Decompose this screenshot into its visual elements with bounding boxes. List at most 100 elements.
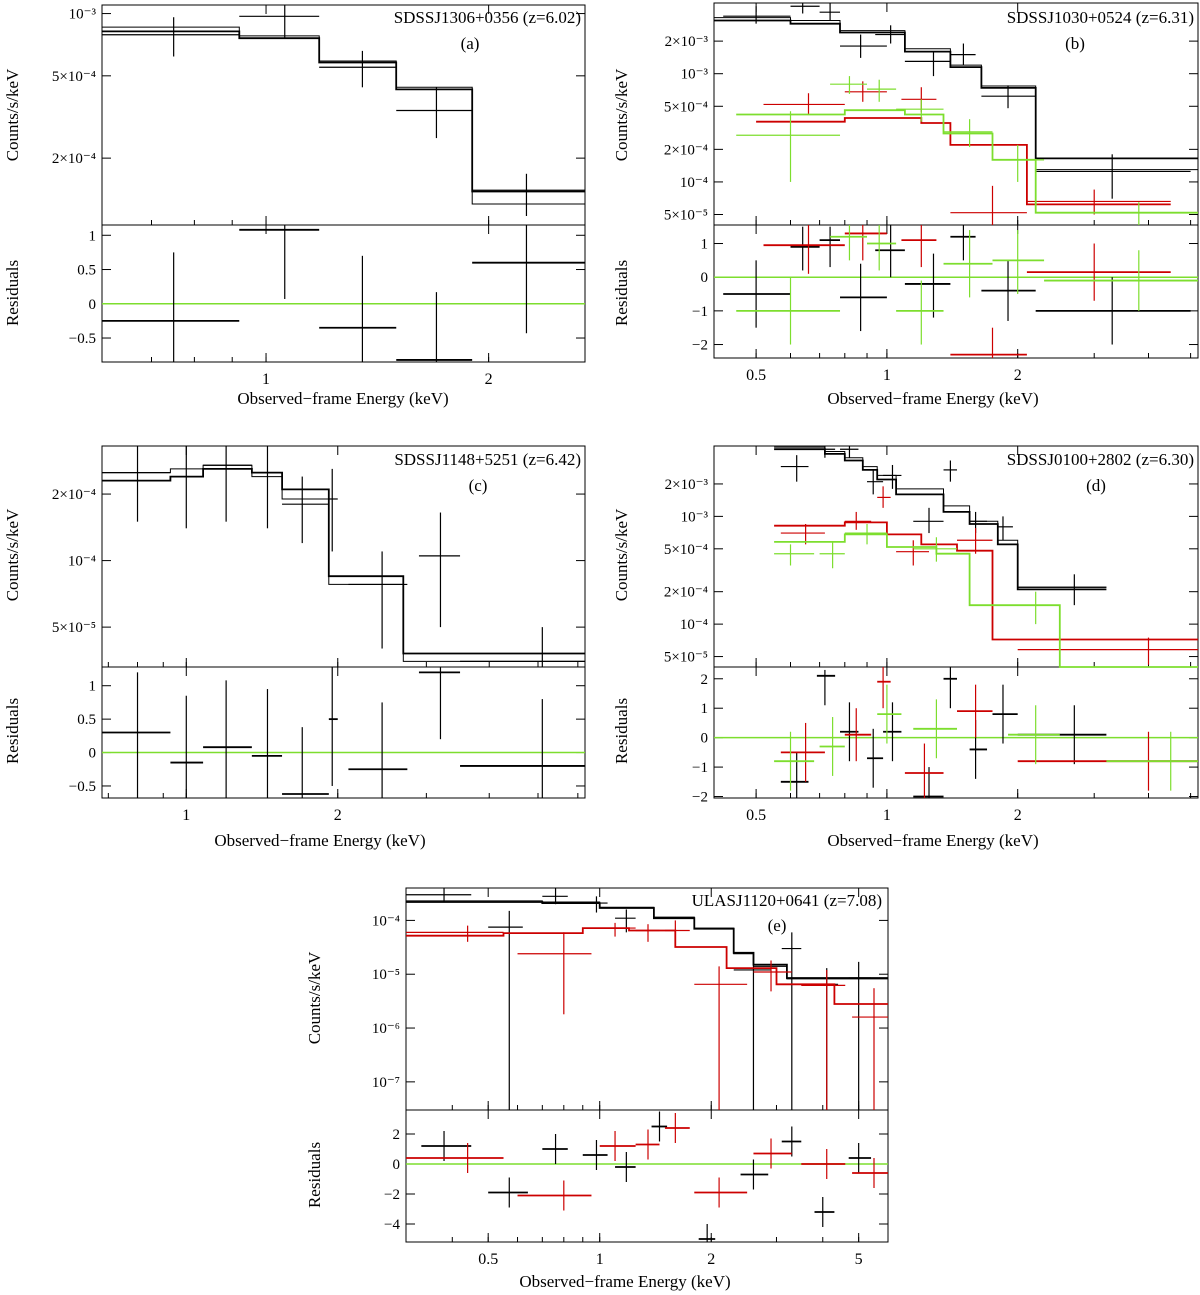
panel-d-residuals-label: Residuals xyxy=(612,698,631,764)
pn-data-point xyxy=(1017,574,1107,606)
mos2-residual-point xyxy=(1008,705,1060,765)
pn-residual-point xyxy=(460,699,585,798)
x-tick-label: 2 xyxy=(707,1251,715,1268)
y-tick-label: 10⁻⁴ xyxy=(68,554,96,570)
pn-residual-point xyxy=(239,225,320,299)
mos1-data-point xyxy=(852,988,888,1110)
mos1-data-point xyxy=(406,925,504,942)
pn-residual-point xyxy=(102,252,240,362)
panel-c-xlabel: Observed−frame Energy (keV) xyxy=(214,831,425,850)
mos2-model-line xyxy=(736,109,1198,214)
residual-tick-label: 0 xyxy=(89,746,97,762)
mos1-data-point xyxy=(844,511,872,530)
mos1-residual-point xyxy=(801,1149,846,1179)
pn-data-point xyxy=(251,446,283,529)
residual-tick-label: 0.5 xyxy=(77,712,96,728)
residual-tick-label: −2 xyxy=(692,338,708,354)
mos2-data-point xyxy=(844,523,887,545)
y-tick-label: 10⁻⁴ xyxy=(680,175,708,191)
pn-residual-point xyxy=(698,1224,716,1242)
mos2-data-point xyxy=(913,537,958,562)
mos2-residual-point xyxy=(913,699,958,759)
pn-residual-point xyxy=(102,672,171,798)
pn-residual-point xyxy=(396,292,473,362)
mos2-residual-point xyxy=(896,280,944,345)
mos1-residual-point xyxy=(753,1138,792,1169)
residual-tick-label: 0 xyxy=(701,270,709,286)
mos1-residual-point xyxy=(517,1180,592,1211)
panel-a-ticks: 1 2 10⁻³ 5×10⁻⁴ 2×10⁻⁴ 1 0.5 0 −0.5 xyxy=(52,5,585,388)
pn-residual-point xyxy=(651,1111,668,1142)
mos2-data-point xyxy=(867,79,897,102)
mos2-residual-point xyxy=(877,684,902,744)
x-tick-label: 1 xyxy=(883,367,891,384)
pn-data-point xyxy=(723,6,791,24)
panel-d-title: SDSSJ0100+2802 (z=6.30) xyxy=(1007,450,1194,469)
mos2-residual-point xyxy=(867,225,897,271)
panel-e-top-frame xyxy=(405,887,889,1111)
panel-d-label: (d) xyxy=(1086,476,1106,495)
mos2-data-point xyxy=(819,541,845,569)
panel-b-ticks: 0.5 1 2 2×10⁻³ 10⁻³ 5×10⁻⁴ 2×10⁻⁴ 10⁻⁴ 5×10⁻⁵ 1 0 −… xyxy=(664,3,1198,384)
panel-d-xlabel: Observed−frame Energy (keV) xyxy=(827,831,1038,850)
pn-model2-line xyxy=(102,26,585,205)
pn-data-point xyxy=(840,446,859,458)
mos1-residual-point xyxy=(950,327,1027,358)
pn-data-point xyxy=(780,455,809,482)
panel-c-label: (c) xyxy=(469,476,488,495)
pn-residual-point xyxy=(582,1140,608,1170)
panel-e-ylabel: Counts/s/keV xyxy=(305,951,324,1044)
pn-data-point xyxy=(781,932,802,1110)
mos1-data-point xyxy=(753,960,792,992)
mos2-data-point xyxy=(830,76,868,94)
pn-residual-point xyxy=(421,1131,472,1161)
panel-d-top-frame xyxy=(713,445,1199,668)
panel-a-curves xyxy=(102,5,585,362)
pn-data-point xyxy=(816,446,836,458)
mos1-data-point xyxy=(694,966,748,1110)
mos1-residual-point xyxy=(852,1158,888,1188)
mos1-residual-point xyxy=(406,1143,504,1173)
panel-c-ylabel: Counts/s/keV xyxy=(3,508,22,601)
mos1-data-point xyxy=(1017,637,1198,665)
residual-tick-label: −2 xyxy=(384,1187,400,1203)
residual-tick-label: 1 xyxy=(89,228,97,244)
pn-data-point xyxy=(203,446,252,522)
mos2-data-point xyxy=(1044,202,1198,225)
mos2-residual-point xyxy=(774,731,815,791)
panel-d-ylabel: Counts/s/keV xyxy=(612,508,631,601)
y-tick-label: 5×10⁻⁴ xyxy=(52,69,96,85)
mos1-residual-point xyxy=(844,225,887,261)
pn-residual-point xyxy=(981,260,1036,321)
pn-residual-point xyxy=(883,702,902,762)
mos1-residual-point xyxy=(877,667,891,709)
mos1-residual-point xyxy=(599,1131,636,1161)
panel-b-curves xyxy=(714,3,1198,358)
pn-data-point xyxy=(943,460,958,482)
mos2-residual-point xyxy=(1106,731,1198,791)
mos1-residual-point xyxy=(1026,243,1171,301)
mos1-data-point xyxy=(635,924,660,942)
pn-residual-point xyxy=(780,752,809,798)
residual-tick-label: 1 xyxy=(89,679,97,695)
residual-tick-label: 2 xyxy=(701,672,709,688)
pn-data-point xyxy=(102,446,171,522)
y-tick-label: 10⁻³ xyxy=(69,7,97,23)
panel-a-bottom-frame xyxy=(101,224,586,363)
y-tick-label: 5×10⁻⁵ xyxy=(664,208,708,224)
residual-tick-label: 0.5 xyxy=(77,263,96,279)
pn-residual-point xyxy=(943,667,958,709)
pn-data-point xyxy=(406,888,472,902)
panel-b-ylabel: Counts/s/keV xyxy=(612,68,631,161)
pn-data-point xyxy=(950,43,976,66)
mos1-residual-point xyxy=(780,722,825,782)
pn-data-point xyxy=(418,512,461,628)
y-tick-label: 2×10⁻⁴ xyxy=(52,151,96,167)
panel-a-title: SDSSJ1306+0356 (z=6.02) xyxy=(394,8,581,27)
mos1-model-line xyxy=(756,117,1171,206)
panel-e-label: (e) xyxy=(768,916,787,935)
panel-b-xlabel: Observed−frame Energy (keV) xyxy=(827,389,1038,408)
residual-tick-label: −4 xyxy=(384,1217,400,1233)
pn-residual-point xyxy=(867,728,884,788)
mos1-residual-point xyxy=(901,225,937,268)
